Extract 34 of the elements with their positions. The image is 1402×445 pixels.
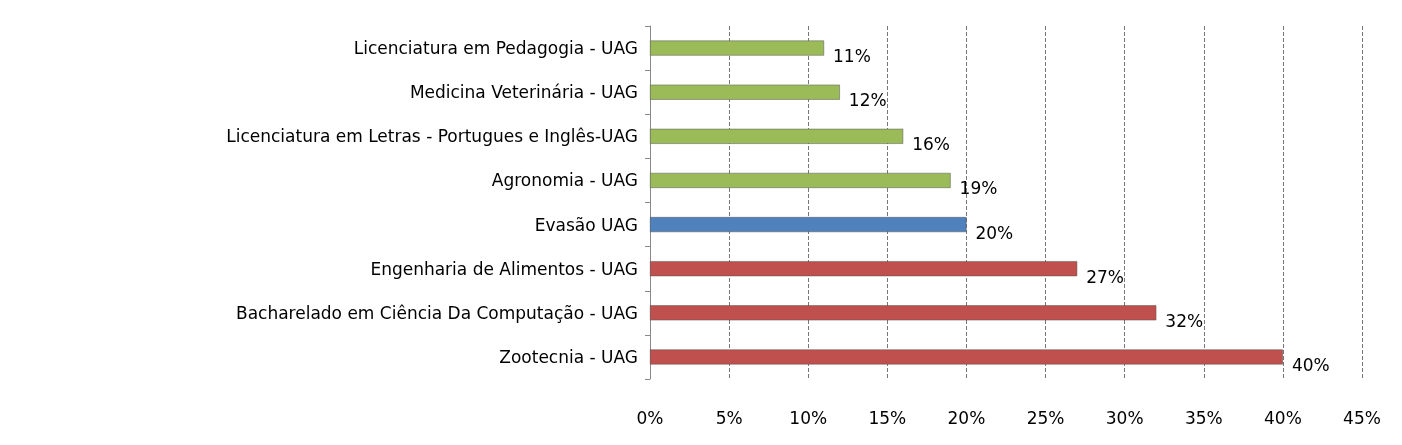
- y-tick-label: Licenciatura em Pedagogia - UAG: [353, 38, 638, 59]
- y-tick-label: Evasão UAG: [534, 214, 638, 235]
- y-tick-label: Medicina Veterinária - UAG: [409, 82, 638, 103]
- x-tick-label: 5%: [715, 407, 743, 428]
- bar: [650, 128, 904, 144]
- data-label: 16%: [912, 134, 950, 155]
- x-tick-label: 10%: [789, 407, 828, 428]
- bar: [650, 305, 1157, 321]
- bar: [650, 261, 1078, 277]
- x-tick-label: 20%: [947, 407, 986, 428]
- x-tick-label: 0%: [636, 407, 664, 428]
- x-tick-label: 30%: [1105, 407, 1144, 428]
- bar: [650, 172, 951, 188]
- y-tick-label: Bacharelado em Ciência Da Computação - UAG: [235, 302, 638, 323]
- data-label: 12%: [848, 90, 887, 111]
- data-label: 20%: [975, 222, 1014, 243]
- y-tick-label: Agronomia - UAG: [491, 170, 638, 191]
- bar: [650, 40, 825, 56]
- bar: [650, 84, 840, 100]
- y-tick-label: Licenciatura em Letras - Portugues e Inglês-UAG: [226, 126, 638, 147]
- y-tick-label: Zootecnia - UAG: [499, 346, 638, 367]
- x-tick-label: 45%: [1343, 407, 1381, 428]
- y-tick-label: Engenharia de Alimentos - UAG: [370, 258, 638, 279]
- x-tick-label: 35%: [1184, 407, 1223, 428]
- bar: [650, 217, 967, 233]
- x-tick-label: 40%: [1263, 407, 1302, 428]
- data-label: 27%: [1086, 266, 1124, 287]
- data-label: 32%: [1165, 310, 1204, 331]
- bar: [650, 349, 1283, 365]
- data-label: 11%: [833, 46, 871, 67]
- data-label: 40%: [1291, 354, 1330, 375]
- x-tick-label: 15%: [868, 407, 907, 428]
- x-tick-label: 25%: [1026, 407, 1065, 428]
- data-label: 19%: [959, 178, 998, 199]
